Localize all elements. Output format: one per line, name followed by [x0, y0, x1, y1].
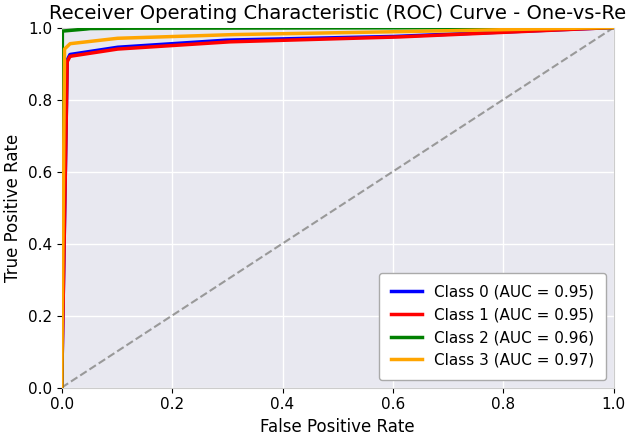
Line: Class 2 (AUC = 0.96): Class 2 (AUC = 0.96) [62, 28, 614, 388]
Class 2 (AUC = 0.96) [374, 25, 381, 30]
X-axis label: False Positive Rate: False Positive Rate [260, 418, 415, 436]
Class 3 (AUC = 0.97) [374, 29, 381, 35]
Y-axis label: True Positive Rate: True Positive Rate [4, 133, 22, 282]
Class 1 (AUC = 0.95) [427, 33, 435, 38]
Legend: Class 0 (AUC = 0.95), Class 1 (AUC = 0.95), Class 2 (AUC = 0.96), Class 3 (AUC =: Class 0 (AUC = 0.95), Class 1 (AUC = 0.9… [379, 272, 606, 380]
Class 3 (AUC = 0.97) [186, 33, 194, 39]
Class 3 (AUC = 0.97) [112, 36, 119, 41]
Class 3 (AUC = 0.97) [427, 29, 435, 34]
Line: Class 3 (AUC = 0.97): Class 3 (AUC = 0.97) [62, 28, 614, 388]
Class 3 (AUC = 0.97) [610, 25, 617, 30]
Class 0 (AUC = 0.95) [427, 32, 435, 37]
Class 1 (AUC = 0.95) [112, 47, 119, 52]
Class 0 (AUC = 0.95) [112, 45, 119, 50]
Class 3 (AUC = 0.97) [58, 385, 66, 390]
Class 2 (AUC = 0.96) [58, 385, 66, 390]
Class 2 (AUC = 0.96) [610, 25, 617, 30]
Class 2 (AUC = 0.96) [112, 26, 119, 31]
Class 3 (AUC = 0.97) [155, 34, 163, 40]
Class 2 (AUC = 0.96) [155, 26, 163, 31]
Title: Receiver Operating Characteristic (ROC) Curve - One-vs-Re: Receiver Operating Characteristic (ROC) … [49, 4, 626, 23]
Line: Class 0 (AUC = 0.95): Class 0 (AUC = 0.95) [62, 28, 614, 388]
Class 2 (AUC = 0.96) [85, 26, 93, 31]
Class 2 (AUC = 0.96) [427, 25, 435, 30]
Line: Class 1 (AUC = 0.95): Class 1 (AUC = 0.95) [62, 28, 614, 388]
Class 0 (AUC = 0.95) [610, 25, 617, 30]
Class 1 (AUC = 0.95) [610, 25, 617, 30]
Class 1 (AUC = 0.95) [374, 35, 381, 40]
Class 2 (AUC = 0.96) [186, 26, 194, 31]
Class 0 (AUC = 0.95) [58, 385, 66, 390]
Class 1 (AUC = 0.95) [85, 51, 93, 56]
Class 1 (AUC = 0.95) [155, 44, 163, 49]
Class 1 (AUC = 0.95) [58, 385, 66, 390]
Class 0 (AUC = 0.95) [85, 49, 93, 54]
Class 0 (AUC = 0.95) [155, 42, 163, 47]
Class 0 (AUC = 0.95) [186, 40, 194, 45]
Class 1 (AUC = 0.95) [186, 42, 194, 47]
Class 0 (AUC = 0.95) [374, 34, 381, 40]
Class 3 (AUC = 0.97) [85, 39, 93, 44]
